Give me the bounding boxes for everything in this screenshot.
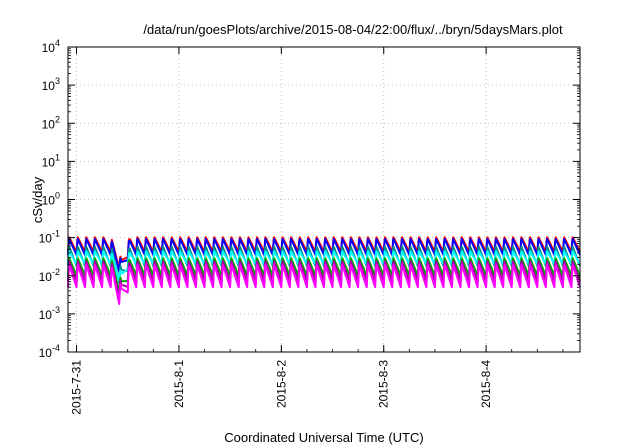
chart-title: /data/run/goesPlots/archive/2015-08-04/2… xyxy=(143,22,563,37)
x-tick-label: 2015-7-31 xyxy=(70,360,84,415)
x-axis-title: Coordinated Universal Time (UTC) xyxy=(224,430,423,445)
y-tick-label: 102 xyxy=(42,114,60,131)
y-tick-label: 103 xyxy=(42,76,60,93)
y-tick-label: 10-4 xyxy=(39,343,60,360)
y-tick-label: 10-1 xyxy=(39,229,60,246)
y-tick-label: 104 xyxy=(42,38,60,55)
x-tick-label: 2015-8-4 xyxy=(479,360,493,408)
y-tick-label: 10-3 xyxy=(39,305,60,322)
y-axis-title: cSv/day xyxy=(30,176,45,223)
y-tick-label: 10-2 xyxy=(39,267,60,284)
x-axis: 2015-7-31 2015-8-1 2015-8-2 2015-8-3 2015-8-… xyxy=(70,47,564,415)
x-tick-label: 2015-8-2 xyxy=(274,360,288,408)
y-tick-label: 100 xyxy=(42,191,60,208)
x-tick-label: 2015-8-3 xyxy=(377,360,391,408)
series-group xyxy=(67,236,581,305)
y-tick-label: 101 xyxy=(42,152,60,169)
series-line-7 xyxy=(67,264,581,305)
x-tick-label: 2015-8-1 xyxy=(172,360,186,408)
y-axis: 10-4 10-3 10-2 10-1 100 101 102 103 104 xyxy=(39,38,580,360)
grid xyxy=(68,47,580,352)
